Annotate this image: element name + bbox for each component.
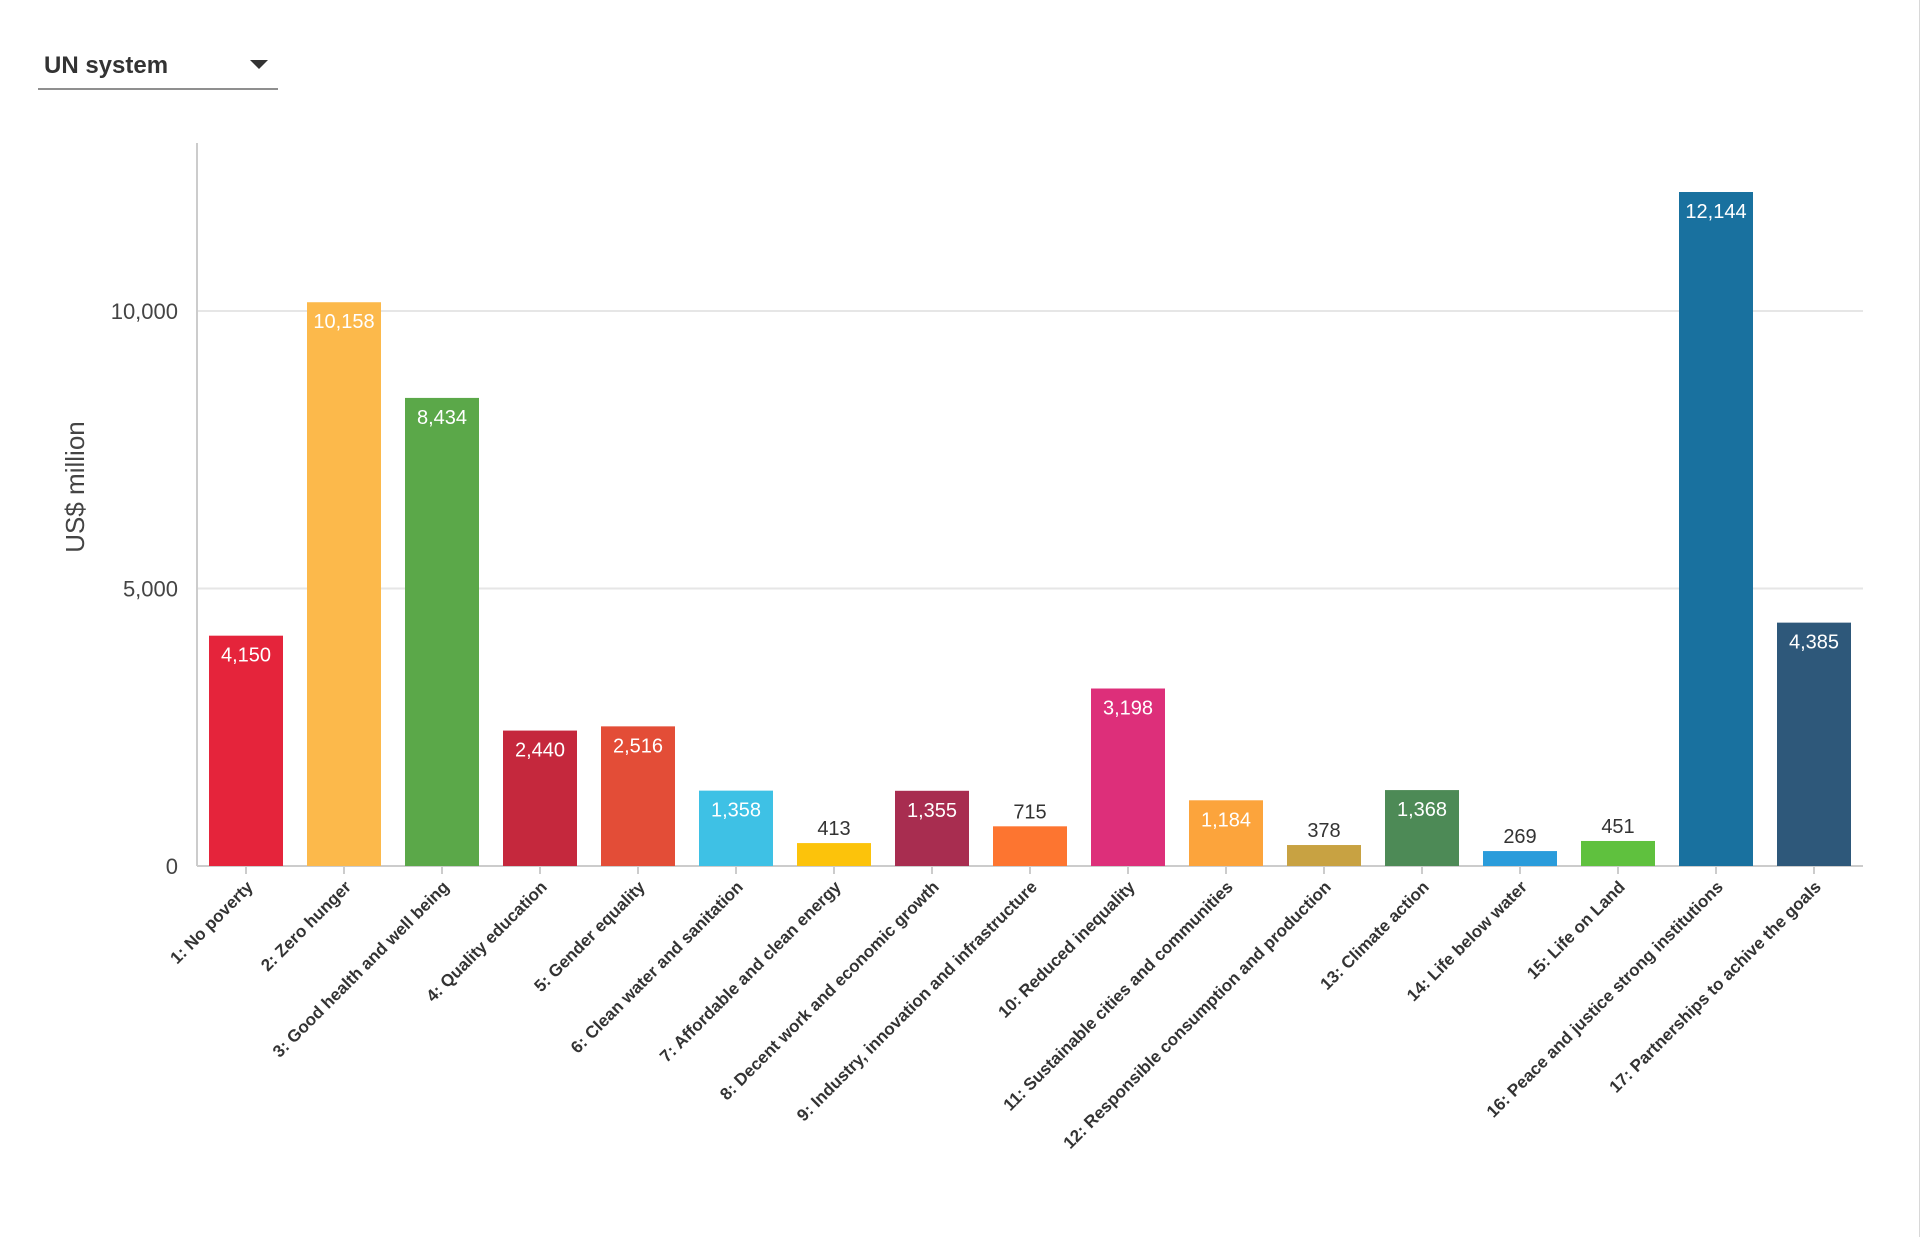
category-label: 3: Good health and well being — [269, 877, 453, 1061]
bar-value-label: 1,358 — [711, 800, 761, 822]
bar[interactable] — [601, 726, 675, 866]
category-label: 5: Gender equality — [531, 877, 650, 996]
category-label: 7: Affordable and clean energy — [656, 877, 845, 1066]
bar-layer — [209, 192, 1851, 867]
category-label: 2: Zero hunger — [257, 877, 355, 975]
bar-value-label: 1,368 — [1397, 799, 1447, 821]
system-selector-value: UN system — [44, 52, 169, 79]
axis-layer: 0 5,000 10,000 — [111, 143, 1815, 879]
caret-down-icon — [250, 60, 268, 69]
bar-value-label: 4,150 — [221, 645, 271, 667]
bar[interactable] — [797, 843, 871, 866]
bar-label-layer: 4,150 10,158 8,434 2,440 2,516 1,358 413 1,355 7… — [221, 201, 1839, 848]
bar[interactable] — [1679, 192, 1753, 866]
category-label: 11: Sustainable cities and communities — [1000, 877, 1237, 1114]
category-label: 13: Climate action — [1317, 877, 1433, 993]
bar[interactable] — [209, 635, 283, 866]
bar-value-label: 8,434 — [417, 407, 467, 429]
y-tick-label: 5,000 — [123, 577, 178, 602]
category-label: 15: Life on Land — [1523, 877, 1629, 983]
system-selector-dropdown[interactable]: UN system — [38, 40, 278, 90]
bar-value-label: 4,385 — [1789, 632, 1839, 654]
y-tick-label: 0 — [166, 854, 178, 879]
bar-value-label: 10,158 — [313, 311, 374, 333]
bar-value-label: 3,198 — [1103, 698, 1153, 720]
bar[interactable] — [503, 730, 577, 866]
bar-value-label: 378 — [1307, 820, 1340, 842]
bar[interactable] — [1777, 622, 1851, 866]
bar[interactable] — [993, 826, 1067, 866]
bar-value-label: 269 — [1503, 826, 1536, 848]
bar[interactable] — [1385, 790, 1459, 866]
category-label: 17: Partnerships to achive the goals — [1606, 877, 1825, 1096]
bar-value-label: 451 — [1601, 816, 1634, 838]
y-tick-label: 10,000 — [111, 299, 178, 324]
bar[interactable] — [1189, 800, 1263, 866]
bar[interactable] — [1581, 840, 1655, 866]
bar-value-label: 413 — [817, 818, 850, 840]
bar-value-label: 2,440 — [515, 740, 565, 762]
bar-value-label: 1,184 — [1201, 809, 1251, 831]
y-axis-title: US$ million — [60, 421, 90, 553]
bar[interactable] — [895, 790, 969, 866]
category-label: 8: Decent work and economic growth — [716, 877, 943, 1104]
bar-value-label: 12,144 — [1685, 201, 1746, 223]
bar[interactable] — [1287, 845, 1361, 866]
bar[interactable] — [1091, 688, 1165, 866]
category-label: 6: Clean water and sanitation — [567, 877, 747, 1057]
bar[interactable] — [699, 790, 773, 866]
bar-value-label: 1,355 — [907, 800, 957, 822]
bar[interactable] — [307, 302, 381, 867]
bar-value-label: 715 — [1013, 801, 1046, 823]
category-label: 1: No poverty — [167, 877, 258, 968]
bar-value-label: 2,516 — [613, 735, 663, 757]
bar[interactable] — [1483, 851, 1557, 866]
bar[interactable] — [405, 397, 479, 866]
